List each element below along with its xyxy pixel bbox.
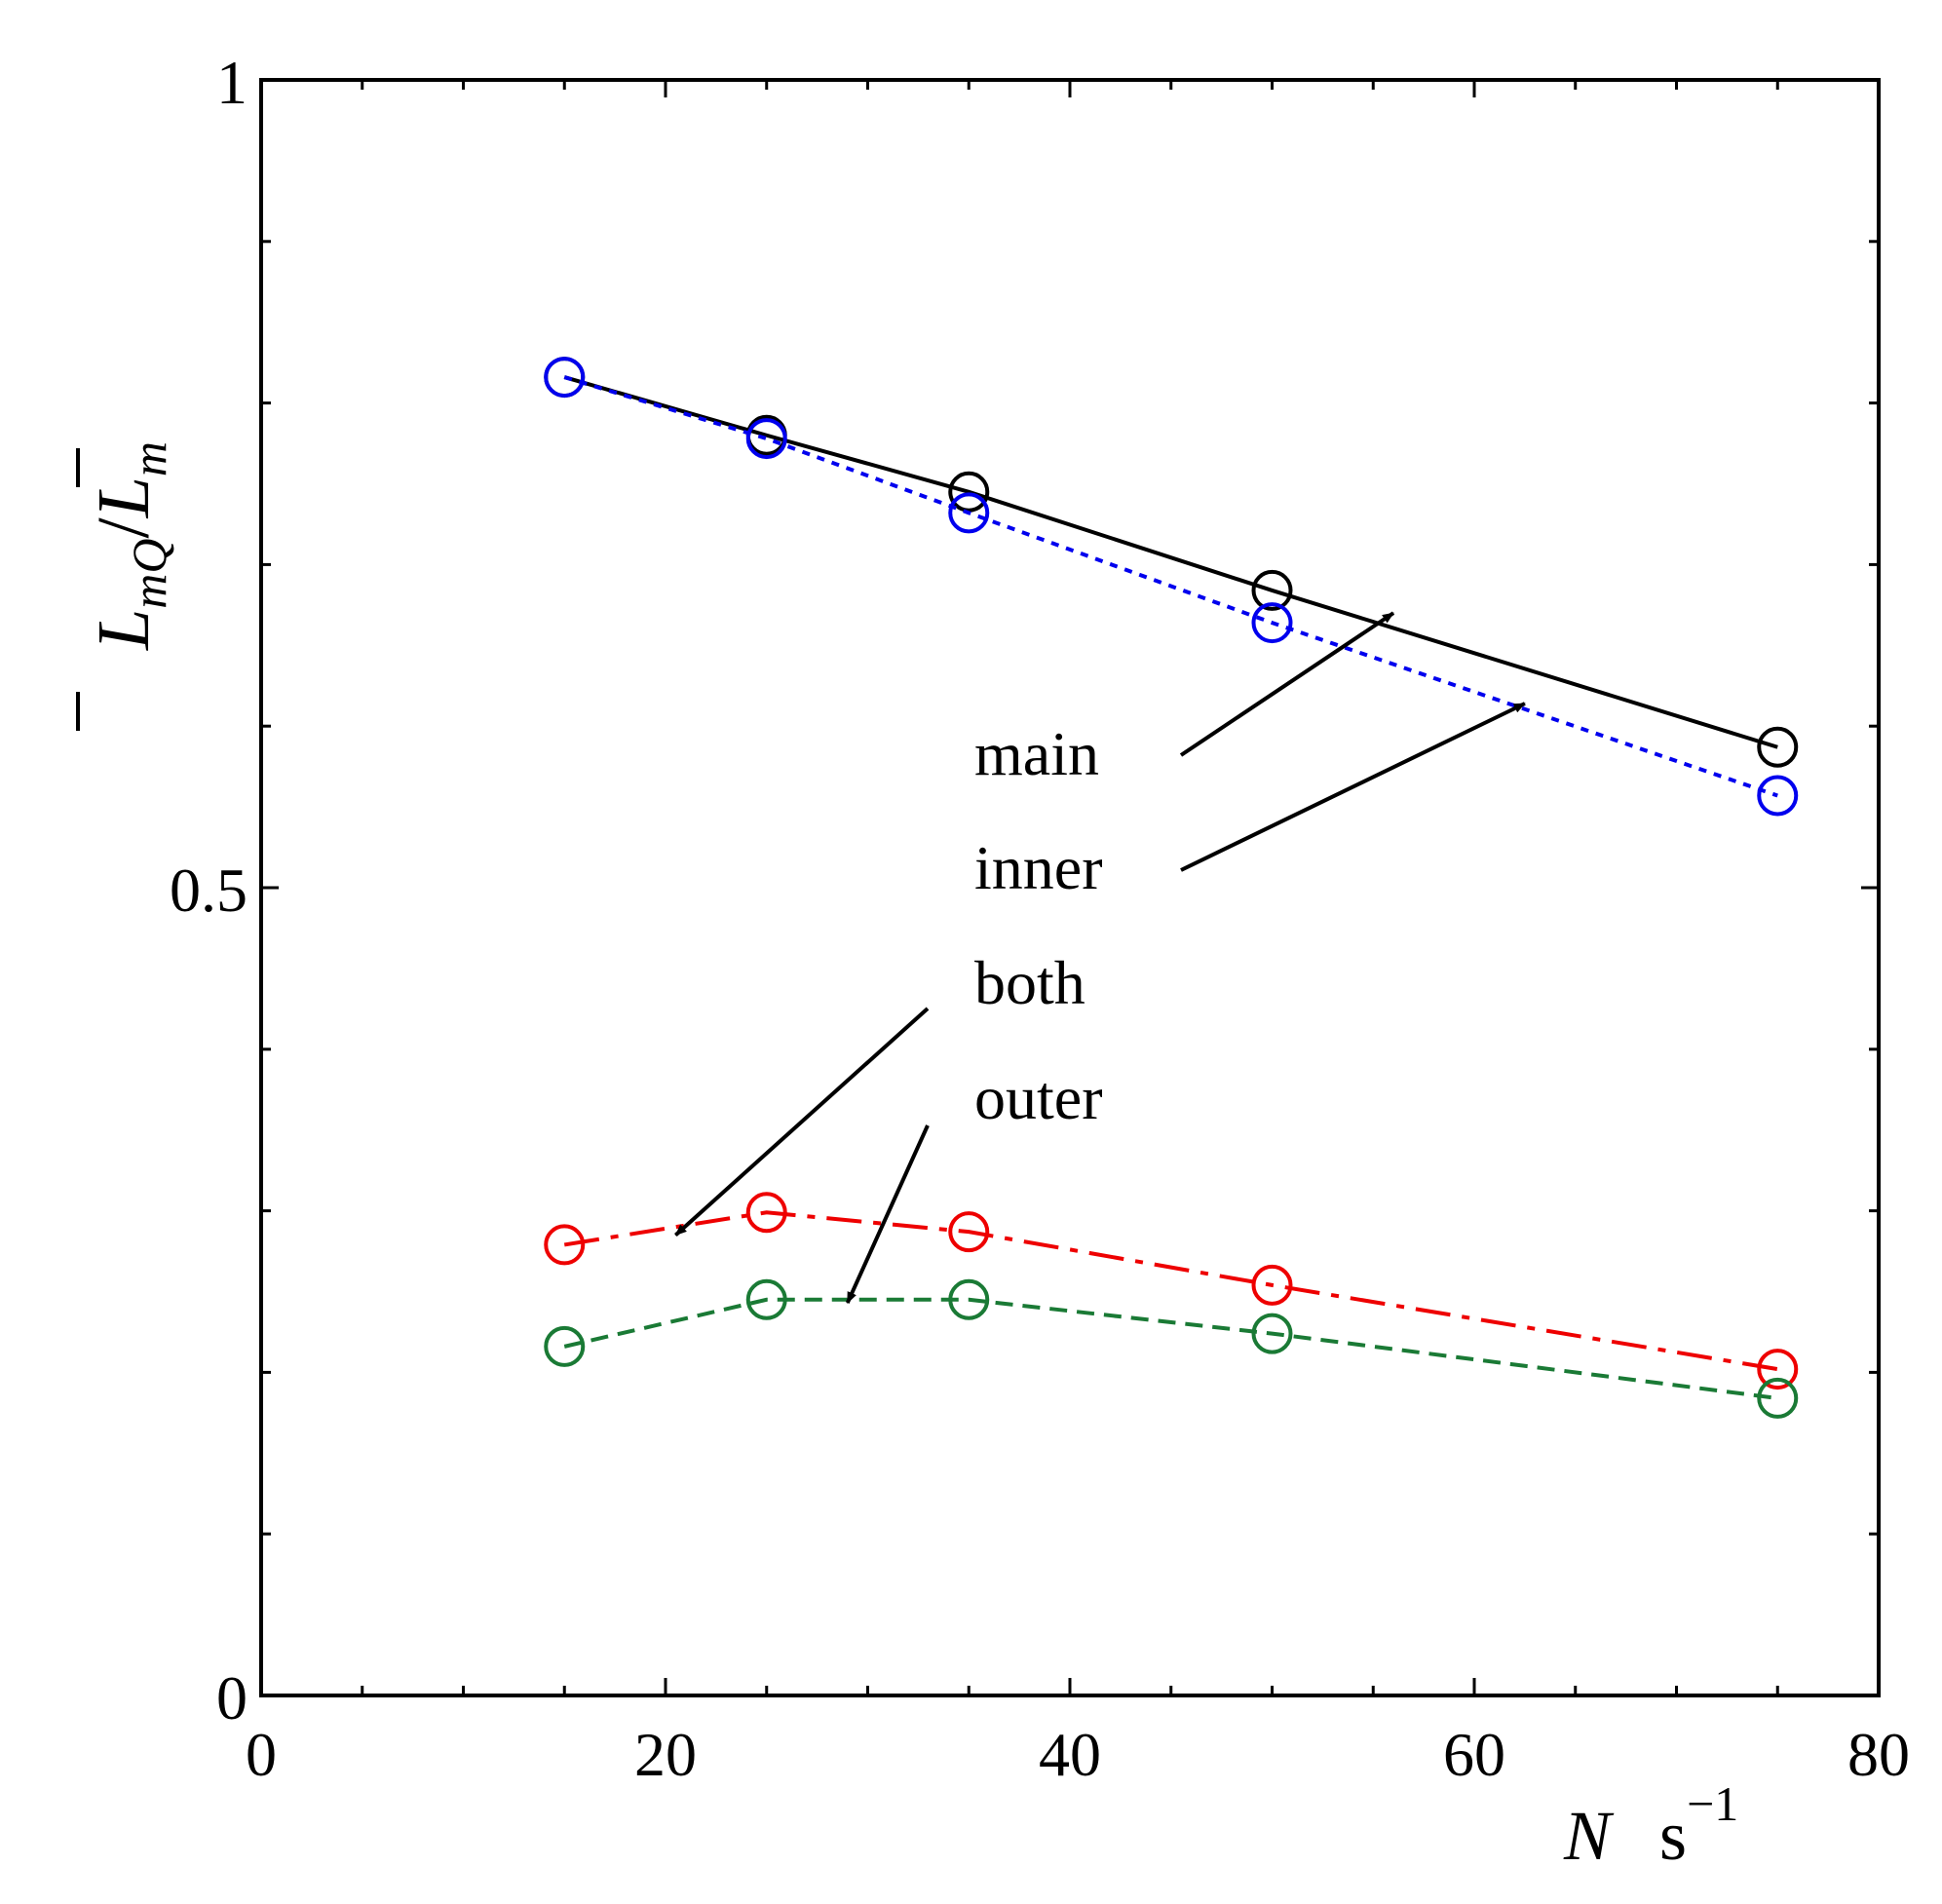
x-tick-label: 60	[1443, 1720, 1505, 1789]
point-outer	[948, 1278, 990, 1320]
annotations-layer: main inner both outer	[674, 611, 1526, 1305]
annotation-arrow-both	[674, 1007, 930, 1237]
point-main	[948, 471, 990, 513]
point-both	[544, 1224, 586, 1266]
point-main	[1757, 726, 1799, 768]
y-tick-label: 1	[216, 48, 248, 117]
series-line-both	[563, 1210, 1778, 1372]
series-line-outer	[563, 1297, 1778, 1400]
y-axis-label: LmQ/Lm	[76, 441, 176, 731]
series-line-main	[563, 375, 1778, 749]
annotation-arrow-main	[1179, 611, 1395, 757]
point-both	[1251, 1264, 1293, 1306]
x-tick-label: 0	[246, 1720, 277, 1789]
annotation-outer: outer	[974, 1063, 1103, 1132]
y-tick-label: 0.5	[170, 856, 248, 925]
point-inner	[1757, 775, 1799, 817]
x-tick-label: 20	[634, 1720, 697, 1789]
point-inner	[745, 418, 787, 460]
point-outer	[1251, 1313, 1293, 1354]
plot-frame	[259, 78, 1881, 1697]
point-outer	[544, 1325, 586, 1367]
series-line-inner	[563, 375, 1778, 798]
y-axis-label-text: LmQ/Lm	[83, 441, 176, 651]
point-inner	[544, 357, 586, 399]
point-both	[745, 1192, 787, 1234]
annotation-both: both	[974, 948, 1085, 1017]
annotation-arrow-inner	[1180, 702, 1526, 872]
x-tick-label: 80	[1847, 1720, 1910, 1789]
point-both	[1757, 1349, 1799, 1390]
point-outer	[745, 1278, 787, 1320]
annotation-arrow-outer	[845, 1124, 930, 1305]
point-inner	[948, 492, 990, 534]
series-layer	[544, 357, 1799, 1419]
point-inner	[1251, 602, 1293, 644]
labels-layer: 0 20 40 60 80 0 0.5 1 N s−1 LmQ/Lm	[76, 48, 1910, 1875]
annotation-main: main	[974, 719, 1099, 788]
point-main	[1251, 569, 1293, 611]
y-tick-label: 0	[216, 1663, 248, 1733]
x-tick-label: 40	[1039, 1720, 1101, 1789]
point-both	[948, 1211, 990, 1253]
point-outer	[1757, 1377, 1799, 1419]
annotation-inner: inner	[974, 833, 1103, 902]
